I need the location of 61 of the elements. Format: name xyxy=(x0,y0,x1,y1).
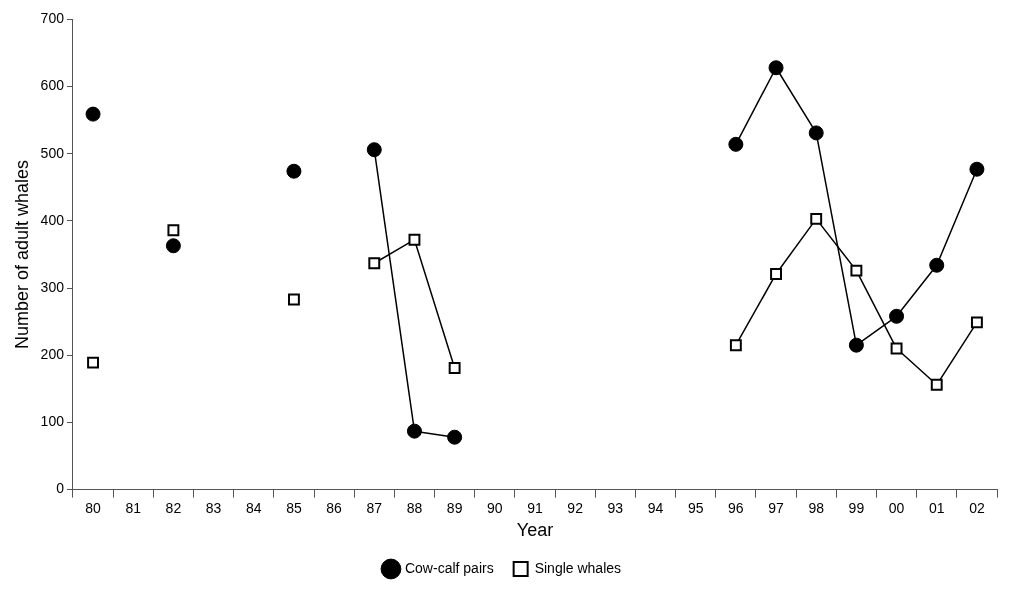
point xyxy=(165,238,181,254)
x-tick-label: 95 xyxy=(687,499,704,516)
x-tick-label: 85 xyxy=(286,499,302,516)
point xyxy=(889,308,905,324)
x-tick-label: 91 xyxy=(527,499,543,516)
y-tick-label: 600 xyxy=(40,77,65,94)
x-tick-label: 98 xyxy=(808,499,825,516)
y-tick-label: 0 xyxy=(56,480,65,497)
point xyxy=(447,429,463,445)
legend-label: Single whales xyxy=(534,559,622,576)
point xyxy=(810,212,823,225)
point xyxy=(850,264,863,277)
x-tick-label: 97 xyxy=(768,499,785,516)
y-tick-label: 700 xyxy=(40,10,65,27)
point xyxy=(848,337,864,353)
x-tick-label: 86 xyxy=(326,499,343,516)
x-tick-label: 93 xyxy=(607,499,624,516)
x-tick-label: 82 xyxy=(165,499,182,516)
y-tick-label: 300 xyxy=(40,278,65,295)
y-tick-label: 200 xyxy=(40,346,65,363)
point xyxy=(969,161,985,177)
y-tick-label: 400 xyxy=(40,211,65,228)
point xyxy=(85,106,101,122)
x-tick-label: 90 xyxy=(487,499,503,516)
x-tick-label: 94 xyxy=(647,499,664,516)
x-axis-title: Year xyxy=(516,520,554,541)
x-tick-label: 80 xyxy=(85,499,102,516)
point xyxy=(406,423,422,439)
point xyxy=(286,163,302,179)
point xyxy=(768,60,784,76)
point xyxy=(448,362,461,374)
x-tick-label: 89 xyxy=(446,499,463,516)
point xyxy=(930,378,943,391)
y-tick-label: 500 xyxy=(40,144,65,161)
point xyxy=(890,342,903,355)
point xyxy=(287,293,300,306)
point xyxy=(808,125,824,141)
x-tick-label: 87 xyxy=(366,499,383,516)
x-tick-label: 02 xyxy=(969,499,985,516)
point xyxy=(770,268,782,280)
point xyxy=(729,339,742,352)
legend-label: Cow-calf pairs xyxy=(404,559,494,576)
y-axis-title: Number of adult whales xyxy=(11,159,32,350)
point xyxy=(408,233,421,246)
x-tick-label: 96 xyxy=(728,499,744,516)
x-tick-label: 83 xyxy=(205,499,222,516)
x-tick-label: 84 xyxy=(245,499,262,516)
point xyxy=(970,316,983,329)
x-tick-label: 92 xyxy=(567,499,584,516)
point xyxy=(167,224,180,237)
y-tick-label: 100 xyxy=(40,413,65,430)
point xyxy=(87,356,99,369)
x-tick-label: 81 xyxy=(125,499,142,516)
x-tick-label: 00 xyxy=(888,499,905,516)
x-tick-label: 99 xyxy=(848,499,865,516)
x-tick-label: 01 xyxy=(928,499,945,516)
point xyxy=(929,257,945,273)
x-tick-label: 88 xyxy=(406,499,423,516)
point xyxy=(728,136,744,152)
point xyxy=(368,257,381,270)
point xyxy=(366,142,382,158)
